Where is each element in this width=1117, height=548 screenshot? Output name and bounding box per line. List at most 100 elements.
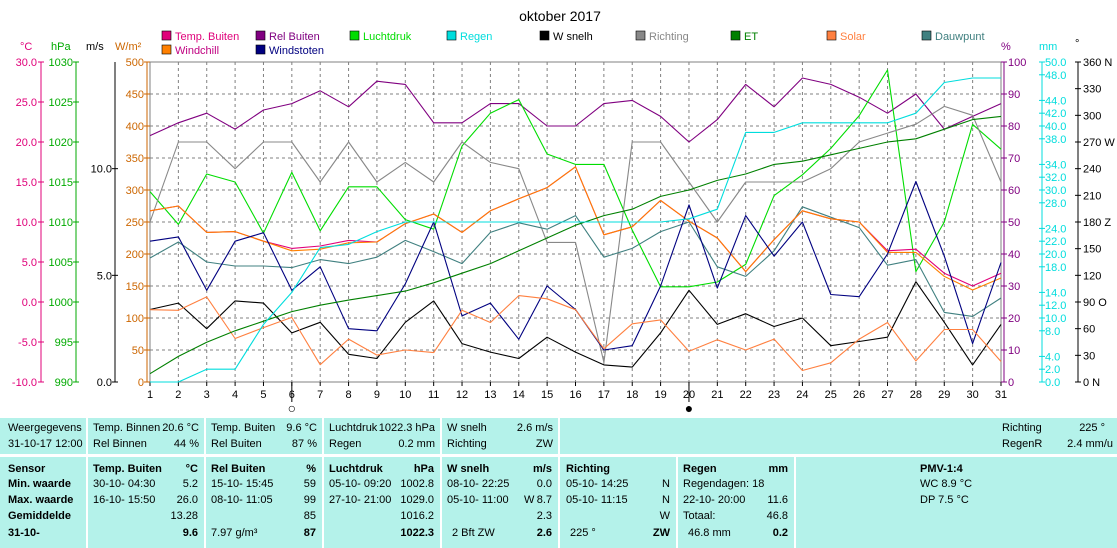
richting2-label: Richting — [1002, 422, 1042, 434]
wind-max-dir: W — [524, 494, 535, 506]
regen-stats-cell: Regen mm Regendagen: 18 22-10- 20:00 11.… — [678, 457, 794, 548]
druk-max-date: 27-10- 21:00 — [329, 494, 392, 506]
wind-stats-unit: m/s — [533, 463, 552, 475]
humidity-axis-tick-label: 10 — [1008, 345, 1020, 357]
solar-axis-tick-label: 0 — [138, 377, 144, 389]
rel-buiten-value: 87 % — [291, 438, 317, 450]
pressure-axis-tick-label: 1020 — [49, 137, 73, 149]
legend-swatch — [446, 30, 457, 41]
x-tick-label: 8 — [346, 389, 352, 401]
x-tick-label: 31 — [995, 389, 1007, 401]
x-tick-label: 19 — [654, 389, 666, 401]
temp-axis-tick-label: -5.0 — [18, 337, 37, 349]
pressure-axis-tick-label: 1025 — [49, 97, 73, 109]
wind-beaufort: 2 Bft ZW — [452, 527, 495, 539]
x-tick-label: 7 — [317, 389, 323, 401]
legend-label: Luchtdruk — [363, 31, 412, 43]
temp-stats-cell: Temp. Buiten °C 30-10- 04:30 5.2 16-10- … — [88, 457, 204, 548]
rain-axis-tick-label: 48.0 — [1045, 70, 1066, 82]
x-tick-label: 18 — [626, 389, 638, 401]
rain-axis-unit: mm — [1039, 41, 1057, 53]
rain-axis-tick-label: 10.0 — [1045, 313, 1066, 325]
regen-value: 0.2 mm — [398, 438, 435, 450]
humidity-axis-tick-label: 40 — [1008, 249, 1020, 261]
legend-swatch — [349, 30, 360, 41]
solar-axis-tick-label: 300 — [126, 185, 144, 197]
temp-axis-tick-label: 25.0 — [16, 97, 37, 109]
rain-axis-tick-label: 30.0 — [1045, 185, 1066, 197]
wind-min-date: 08-10- 22:25 — [447, 478, 510, 490]
temp-min-date: 30-10- 04:30 — [93, 478, 156, 490]
regen-current-mm: 46.8 mm — [688, 527, 731, 539]
rain-axis-tick-label: 24.0 — [1045, 223, 1066, 235]
druk-stats-title: Luchtdruk — [329, 463, 383, 475]
druk-avg-value: 1016.2 — [400, 510, 434, 522]
rel-stats-title: Rel Buiten — [211, 463, 266, 475]
direction-axis-tick-label: 240 — [1083, 164, 1101, 176]
weergegevens-label: Weergegevens — [8, 422, 82, 434]
rain-axis-tick-label: 38.0 — [1045, 134, 1066, 146]
regen-totaal-value: 46.8 — [766, 510, 788, 522]
pressure-axis-unit: hPa — [51, 41, 71, 53]
rain-axis-tick-label: 40.0 — [1045, 121, 1066, 133]
legend-swatch — [826, 30, 837, 41]
legend-swatch — [539, 30, 550, 41]
direction-axis-tick-label: 180 Z — [1083, 217, 1111, 229]
rel-avg-value: 85 — [303, 510, 316, 522]
series-solar — [149, 295, 1002, 372]
temp-current-value: 9.6 — [182, 527, 198, 539]
x-tick-label: 24 — [796, 389, 808, 401]
temp-axis-unit: °C — [20, 41, 32, 53]
direction-axis-tick-label: 90 O — [1083, 297, 1107, 309]
legend-label: Windchill — [175, 45, 219, 57]
rain-axis-tick-label: 32.0 — [1045, 172, 1066, 184]
regenr-label: RegenR — [1002, 438, 1043, 450]
solar-axis-tick-label: 150 — [126, 281, 144, 293]
legend-swatch — [921, 30, 932, 41]
direction-axis-tick-label: 120 — [1083, 270, 1101, 282]
rel-max-date: 08-10- 11:05 — [211, 494, 273, 506]
solar-axis-tick-label: 450 — [126, 89, 144, 101]
temp-buiten-value: 9.6 °C — [286, 422, 317, 434]
solar-axis-tick-label: 100 — [126, 313, 144, 325]
temp-stats-unit: °C — [185, 463, 198, 475]
druk-current-value: 1022.3 — [400, 527, 434, 539]
pmv-dewpoint: DP 7.5 °C — [920, 494, 969, 506]
series-et — [149, 115, 1002, 375]
richting-value: ZW — [535, 438, 553, 450]
rain-axis-tick-label: 0.0 — [1045, 377, 1060, 389]
x-tick-label: 1 — [147, 389, 153, 401]
buiten-cell: Temp. Buiten 9.6 °C Rel Buiten 87 % — [206, 418, 322, 454]
binnen-cell: Temp. Binnen 20.6 °C Rel Binnen 44 % — [88, 418, 204, 454]
regen-totaal-label: Totaal: — [683, 510, 716, 522]
direction-axis-tick-label: 300 — [1083, 110, 1101, 122]
richting-stats-cell: Richting 05-10- 14:25 N 05-10- 11:15 N W… — [560, 457, 676, 548]
direction-axis-tick-label: 210 — [1083, 190, 1101, 202]
druk-stats-cell: Luchtdruk hPa 05-10- 09:20 1002.8 27-10-… — [324, 457, 440, 548]
humidity-axis-tick-label: 60 — [1008, 185, 1020, 197]
rel-current-value: 87 — [303, 527, 316, 539]
x-tick-label: 21 — [711, 389, 723, 401]
pressure-axis-tick-label: 1015 — [49, 177, 73, 189]
x-tick-label: 13 — [484, 389, 496, 401]
wind-avg-value: 2.3 — [536, 510, 552, 522]
x-tick-label: 2 — [175, 389, 181, 401]
series-rel-buiten — [149, 77, 1002, 143]
temp-axis-tick-label: 10.0 — [16, 217, 37, 229]
richting-min-dir: N — [662, 478, 670, 490]
richting-current-deg: 225 ° — [570, 527, 596, 539]
pmv-title: PMV-1:4 — [920, 463, 963, 475]
rel-max-value: 99 — [303, 494, 316, 506]
temp-axis-tick-label: 20.0 — [16, 137, 37, 149]
moon-phase-icon: ● — [685, 400, 693, 414]
pressure-axis-tick-label: 990 — [55, 377, 73, 389]
humidity-axis-tick-label: 80 — [1008, 121, 1020, 133]
legend-swatch — [730, 30, 741, 41]
x-tick-label: 25 — [825, 389, 837, 401]
rain-axis-tick-label: 14.0 — [1045, 287, 1066, 299]
legend-label: Temp. Buiten — [175, 31, 239, 43]
direction-axis-tick-label: 0 N — [1083, 377, 1100, 389]
temp-min-value: 5.2 — [182, 478, 198, 490]
rel-absolute-humidity: 7.97 g/m³ — [211, 527, 258, 539]
temp-axis-tick-label: 0.0 — [22, 297, 37, 309]
